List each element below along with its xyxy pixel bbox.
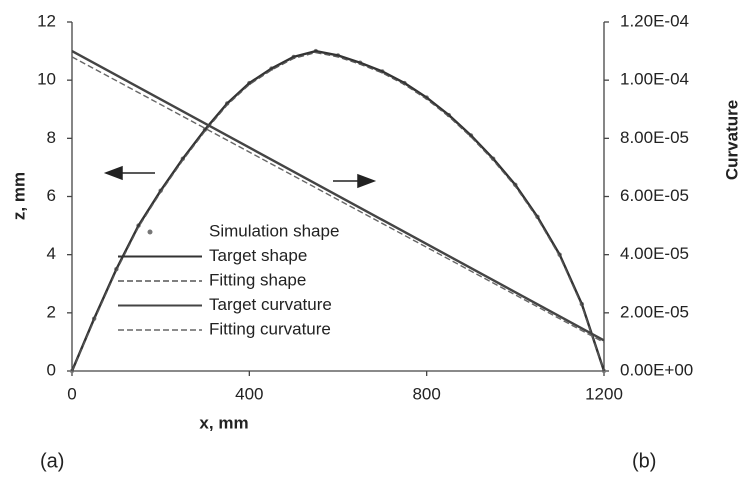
legend-label: Simulation shape [209,221,339,240]
x-tick-label: 0 [67,384,76,403]
y2-tick-label: 2.00E-05 [620,302,689,321]
y2-tick-label: 4.00E-05 [620,244,689,263]
legend-marker [147,229,153,235]
x-axis-label: x, mm [199,413,248,432]
y-tick-label: 8 [47,128,56,147]
x-tick-label: 800 [412,384,440,403]
y-tick-label: 6 [47,186,56,205]
legend-label: Target shape [209,246,307,265]
right-arrow [333,173,377,189]
annotation: (b) [632,450,656,472]
y-tick-label: 0 [47,360,56,379]
legend-label: Target curvature [209,295,332,314]
series-line [71,50,605,342]
x-tick-label: 1200 [585,384,623,403]
series-line [70,49,606,372]
y2-tick-label: 0.00E+00 [620,360,693,379]
y2-tick-label: 1.00E-04 [620,70,689,89]
y-tick-label: 4 [47,244,56,263]
y-tick-label: 10 [37,70,56,89]
y2-axis-label: Curvature [722,100,741,180]
y2-tick-label: 8.00E-05 [620,128,689,147]
y2-tick-label: 6.00E-05 [620,186,689,205]
annotation: (a) [40,450,64,472]
y2-tick-label: 1.20E-04 [620,11,689,30]
y-tick-label: 12 [37,11,56,30]
series-line [71,56,605,344]
legend-label: Fitting curvature [209,319,331,338]
y-axis-label: z, mm [9,172,28,220]
x-tick-label: 400 [235,384,263,403]
y-tick-label: 2 [47,302,56,321]
series-line [71,51,605,372]
legend-label: Fitting shape [209,270,306,289]
left-arrow [103,165,155,181]
